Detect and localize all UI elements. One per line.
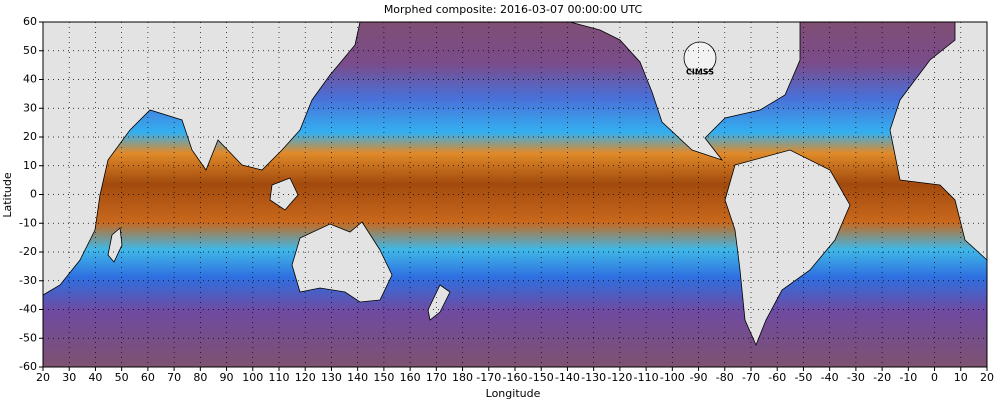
map-area: CIMSS (43, 22, 987, 367)
eurasia-africa (43, 22, 361, 296)
x-tick-label: 120 (295, 371, 316, 384)
x-tick-label: -40 (821, 371, 839, 384)
x-tick-label: 130 (321, 371, 342, 384)
x-tick-label: -130 (581, 371, 606, 384)
x-tick-label: 40 (88, 371, 102, 384)
north-america (569, 22, 801, 161)
x-tick-label: -150 (529, 371, 554, 384)
x-tick-label: 110 (269, 371, 290, 384)
x-tick-label: 70 (167, 371, 181, 384)
x-tick-label: 10 (954, 371, 968, 384)
x-tick-label: 140 (347, 371, 368, 384)
y-tick-label: 30 (23, 101, 37, 114)
x-tick-label: -10 (899, 371, 917, 384)
south-america (724, 149, 851, 347)
x-tick-label: -110 (634, 371, 659, 384)
x-tick-label: 100 (242, 371, 263, 384)
y-tick-label: 10 (23, 159, 37, 172)
x-tick-label: 50 (115, 371, 129, 384)
x-tick-label: -80 (716, 371, 734, 384)
y-tick-label: -30 (19, 274, 37, 287)
x-tick-label: -70 (742, 371, 760, 384)
y-tick-label: 50 (23, 44, 37, 57)
map-title: Morphed composite: 2016-03-07 00:00:00 U… (384, 3, 643, 16)
x-tick-label: -160 (503, 371, 528, 384)
australia (291, 221, 393, 303)
x-tick-label: 160 (400, 371, 421, 384)
logo-text: CIMSS (686, 68, 714, 77)
x-tick-label: -120 (607, 371, 632, 384)
y-tick-label: 0 (30, 188, 37, 201)
x-tick-label: 60 (141, 371, 155, 384)
x-tick-label: 150 (373, 371, 394, 384)
x-axis-label: Longitude (486, 387, 541, 400)
x-tick-label: -20 (873, 371, 891, 384)
y-tick-label: -40 (19, 303, 37, 316)
x-tick-label: 180 (452, 371, 473, 384)
x-tick-label: -30 (847, 371, 865, 384)
logo (683, 41, 717, 75)
x-tick-label: -100 (660, 371, 685, 384)
borneo (269, 177, 299, 211)
x-tick-label: -170 (476, 371, 501, 384)
x-tick-label: 20 (980, 371, 994, 384)
x-tick-label: -90 (690, 371, 708, 384)
y-tick-label: -60 (19, 360, 37, 373)
europe-africa-east (889, 22, 987, 261)
y-tick-label: 20 (23, 130, 37, 143)
x-tick-label: -50 (794, 371, 812, 384)
x-tick-label: 0 (931, 371, 938, 384)
x-tick-label: 30 (62, 371, 76, 384)
y-tick-label: 40 (23, 73, 37, 86)
y-tick-label: -50 (19, 331, 37, 344)
x-tick-label: 20 (36, 371, 50, 384)
y-tick-label: -20 (19, 245, 37, 258)
x-tick-label: 170 (426, 371, 447, 384)
x-tick-label: 80 (193, 371, 207, 384)
y-axis-label: Latitude (1, 172, 14, 218)
y-tick-label: 60 (23, 15, 37, 28)
x-tick-label: -140 (555, 371, 580, 384)
x-tick-label: 90 (220, 371, 234, 384)
x-tick-label: -60 (768, 371, 786, 384)
y-tick-label: -10 (19, 216, 37, 229)
new-zealand (427, 284, 451, 321)
